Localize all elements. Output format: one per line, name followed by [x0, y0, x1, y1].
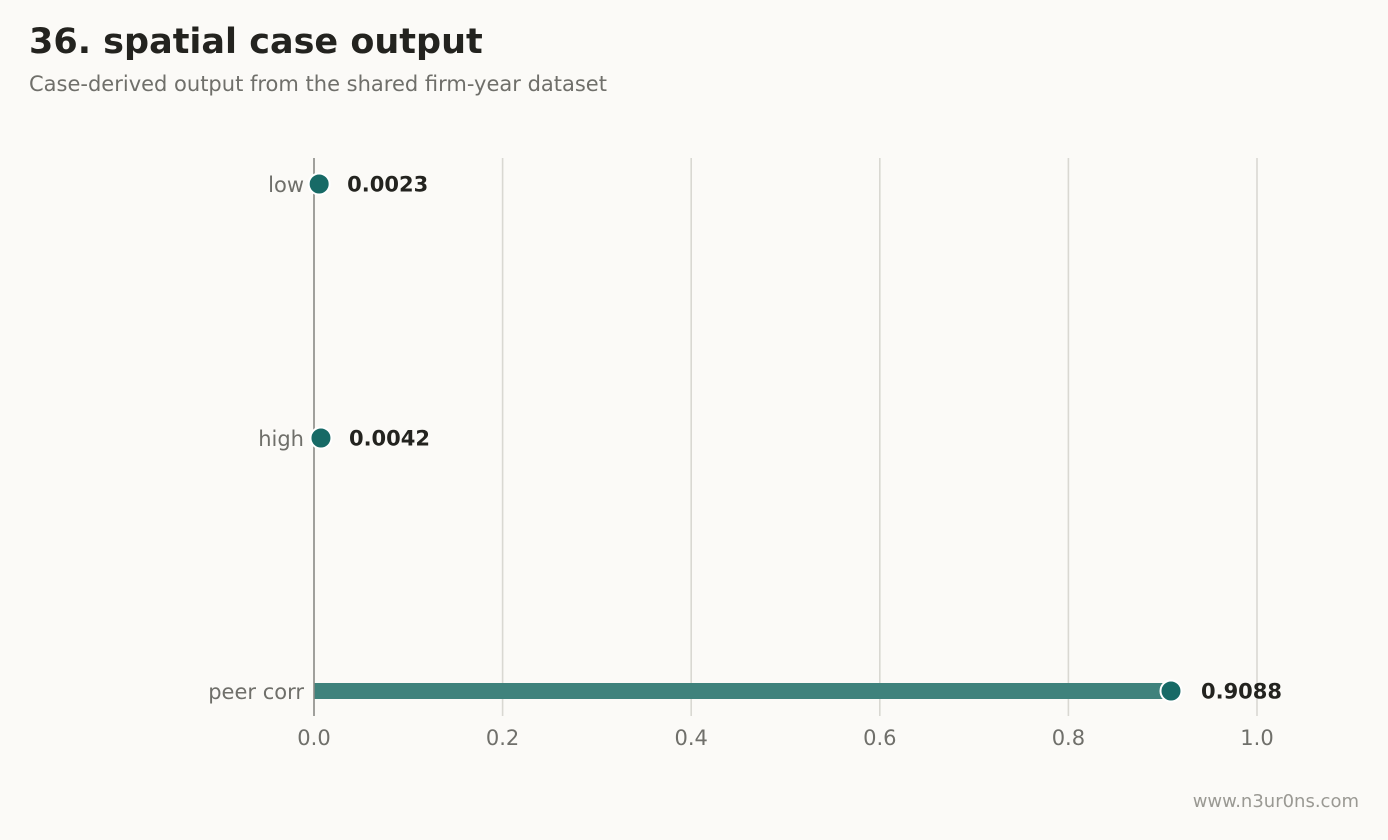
labels: 0.0 0.2 0.4 0.6 0.8 1.0 low 0.0023 high 0.0042 pee…	[208, 173, 1282, 751]
chart-subtitle: Case-derived output from the shared firm…	[29, 72, 607, 96]
data-point	[1159, 679, 1183, 703]
chart-title: 36. spatial case output	[29, 22, 483, 62]
x-tick-label: 0.6	[863, 726, 896, 750]
x-tick-label: 0.2	[486, 726, 519, 750]
grid-lines	[501, 158, 1258, 716]
value-label: 0.0023	[347, 173, 428, 197]
value-label: 0.9088	[1201, 680, 1282, 704]
data-point	[307, 172, 331, 196]
watermark: www.n3ur0ns.com	[1192, 791, 1359, 812]
bars	[314, 176, 1171, 699]
y-tick-label: peer corr	[208, 680, 304, 704]
y-tick-label: high	[258, 427, 304, 451]
value-label: 0.0042	[349, 427, 430, 451]
bar	[314, 683, 1171, 699]
data-point	[309, 426, 333, 450]
x-tick-label: 0.4	[674, 726, 707, 750]
x-tick-label: 1.0	[1240, 726, 1273, 750]
y-tick-label: low	[268, 173, 304, 197]
points	[307, 172, 1183, 703]
x-tick-label: 0.8	[1052, 726, 1085, 750]
x-tick-label: 0.0	[297, 726, 330, 750]
